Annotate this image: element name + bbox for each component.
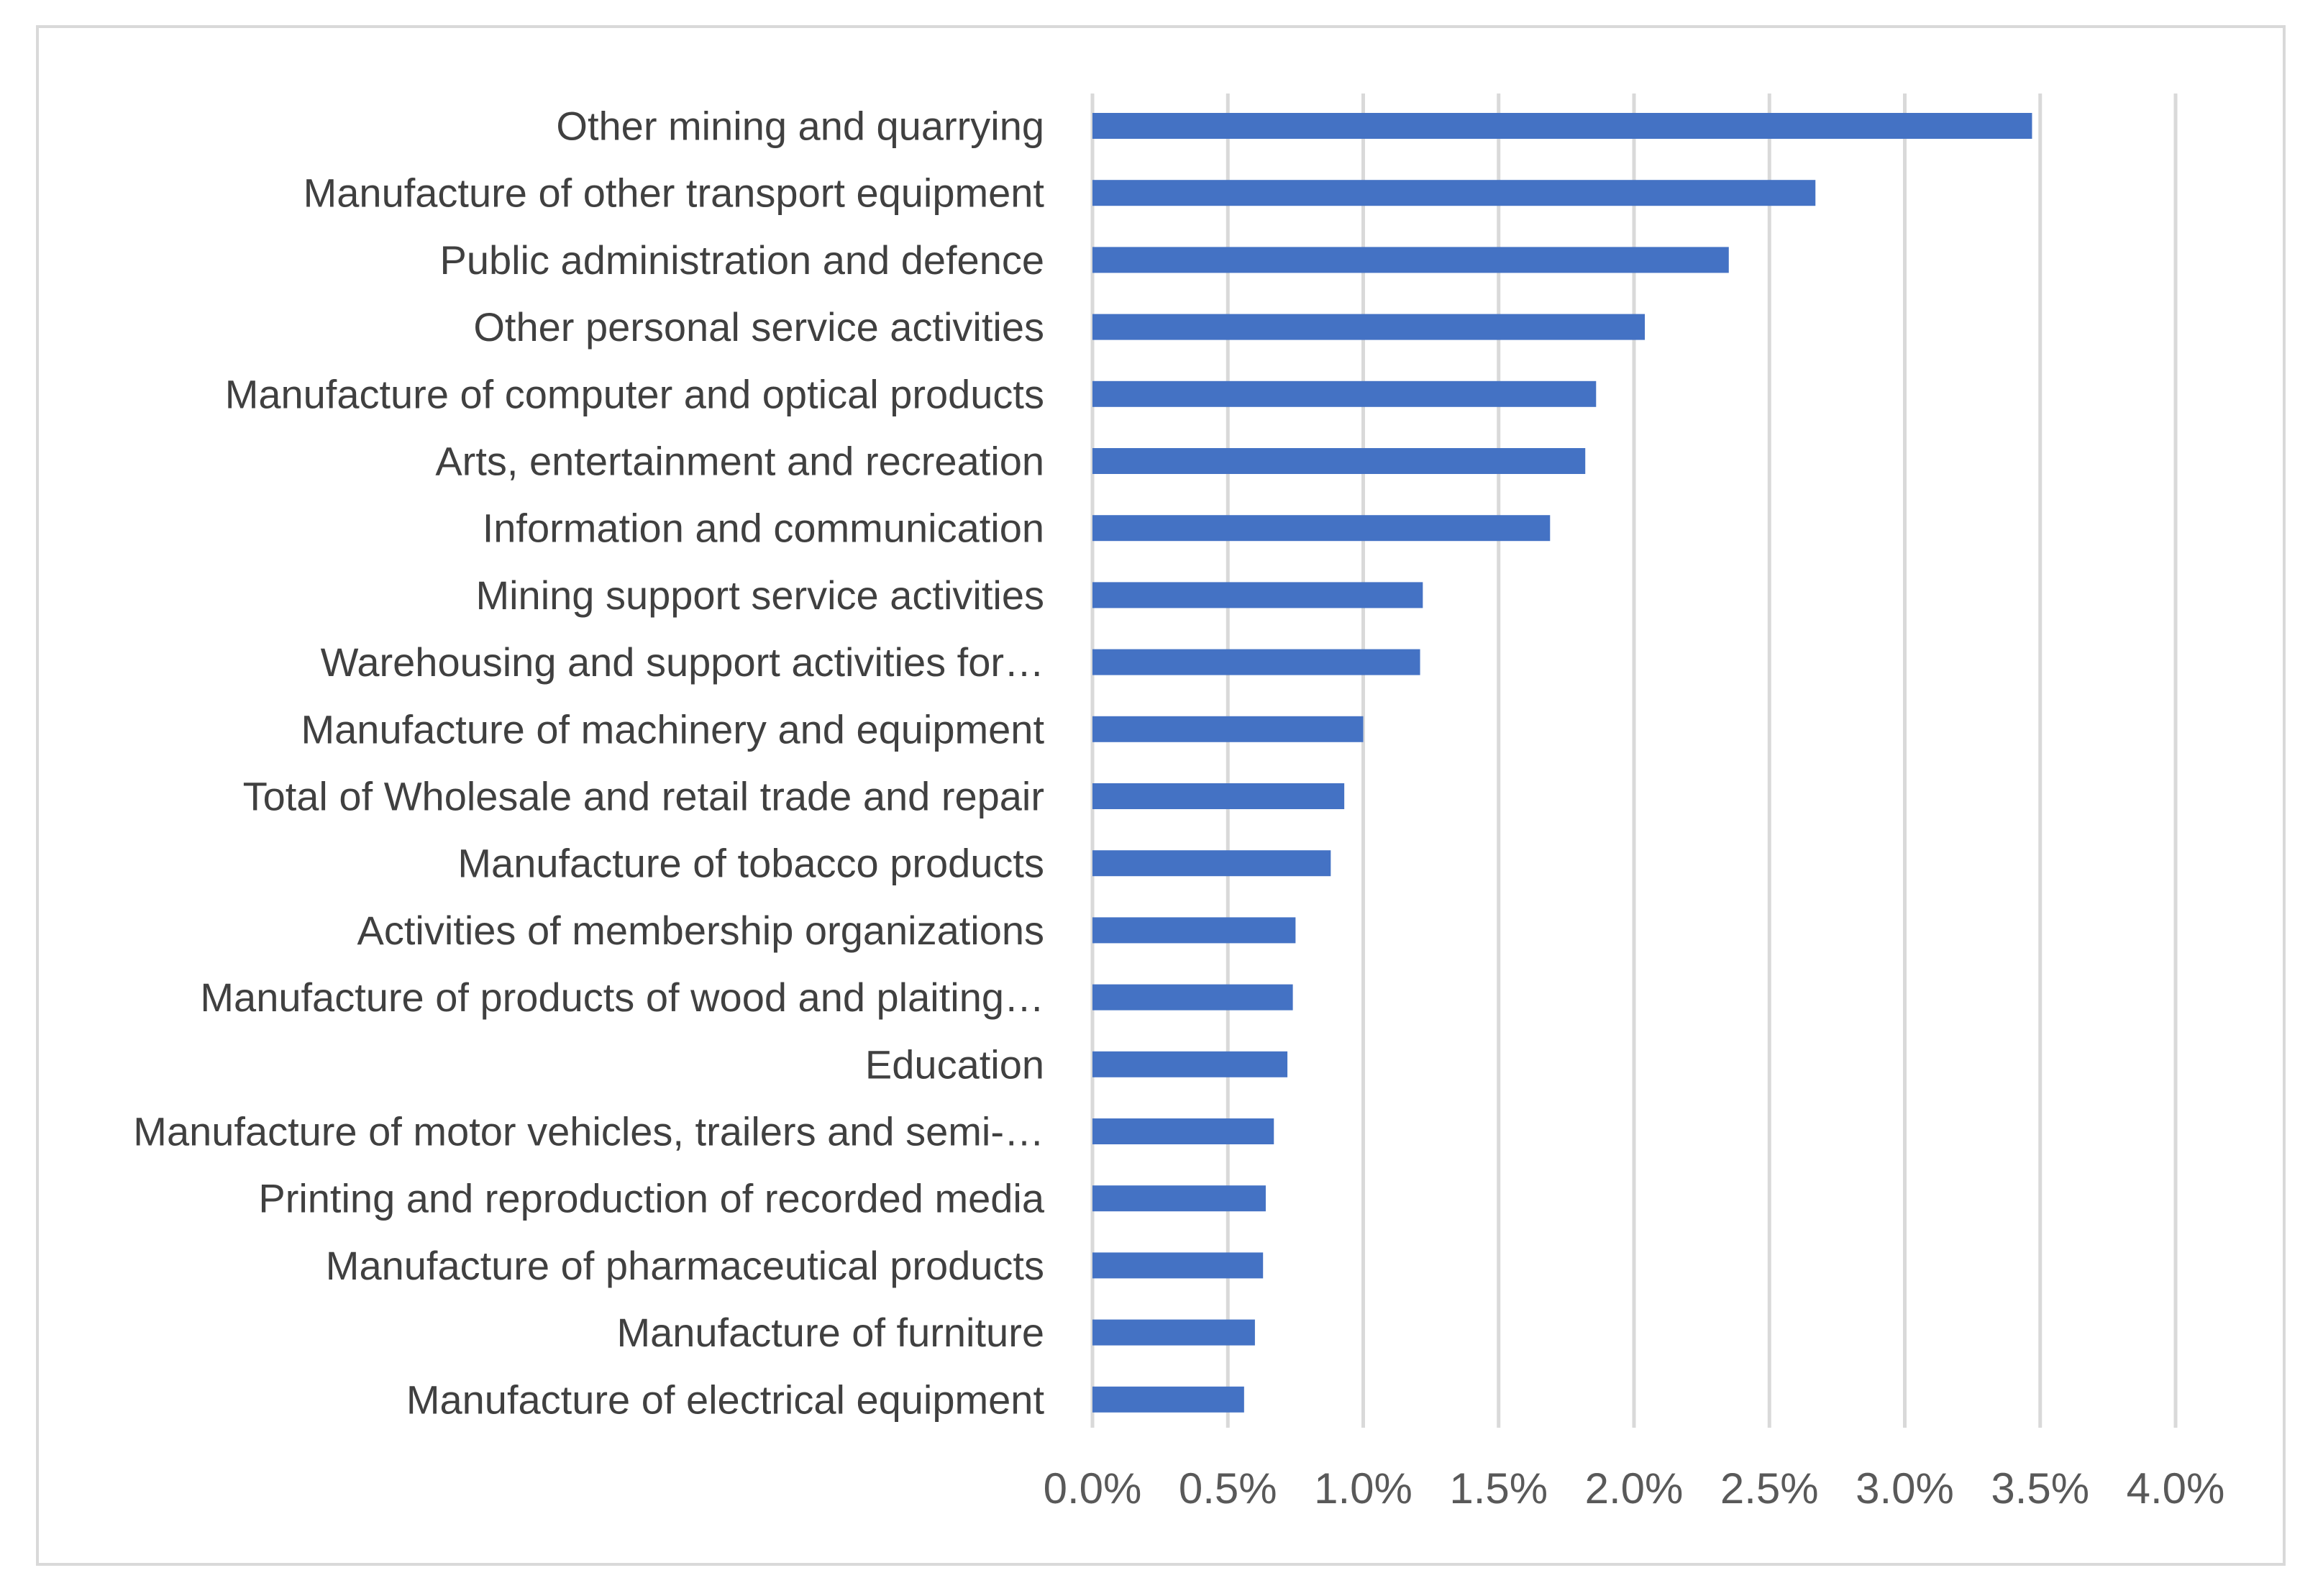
bar	[1092, 380, 1597, 407]
bar	[1092, 247, 1729, 273]
x-axis-tick-labels: 0.0% 0.5% 1.0% 1.5% 2.0% 2.5% 3.0% 3.5% 4.0%	[1044, 1464, 2225, 1513]
bar	[1092, 1118, 1274, 1144]
category-label: Manufacture of motor vehicles, trailers …	[133, 1109, 1044, 1154]
bar	[1092, 716, 1364, 742]
bar	[1092, 1185, 1266, 1212]
category-label: Manufacture of other transport equipment	[304, 170, 1045, 216]
bar	[1092, 1319, 1255, 1346]
bar	[1092, 113, 2032, 139]
bar	[1092, 783, 1345, 809]
category-label: Manufacture of electrical equipment	[406, 1377, 1045, 1422]
x-tick-label: 1.0%	[1314, 1464, 1412, 1513]
bar	[1092, 984, 1293, 1011]
bar	[1092, 314, 1646, 340]
category-label: Manufacture of products of wood and plai…	[200, 975, 1044, 1020]
category-label: Other mining and quarrying	[556, 104, 1044, 149]
category-label: Arts, entertainment and recreation	[435, 439, 1044, 484]
bar	[1092, 448, 1586, 474]
category-label: Education	[865, 1041, 1044, 1087]
bar	[1092, 180, 1816, 206]
category-label: Warehousing and support activities for…	[321, 639, 1044, 685]
x-tick-label: 0.0%	[1044, 1464, 1142, 1513]
category-label: Mining support service activities	[475, 573, 1044, 618]
bars	[1092, 113, 2032, 1413]
category-label: Manufacture of furniture	[616, 1310, 1044, 1355]
x-tick-label: 4.0%	[2127, 1464, 2225, 1513]
bar	[1092, 1386, 1244, 1413]
x-tick-label: 2.5%	[1720, 1464, 1819, 1513]
x-tick-label: 0.5%	[1179, 1464, 1277, 1513]
bar	[1092, 1252, 1264, 1279]
category-label: Public administration and defence	[439, 237, 1044, 283]
category-label: Printing and reproduction of recorded me…	[258, 1176, 1045, 1221]
bar	[1092, 515, 1551, 542]
category-labels: Other mining and quarrying Manufacture of…	[133, 104, 1045, 1423]
category-label: Manufacture of pharmaceutical products	[326, 1243, 1044, 1288]
bar	[1092, 917, 1296, 944]
category-label: Total of Wholesale and retail trade and …	[243, 774, 1044, 819]
category-label: Manufacture of tobacco products	[457, 841, 1044, 886]
category-label: Manufacture of computer and optical prod…	[225, 371, 1044, 416]
gridlines	[1090, 94, 2178, 1428]
x-tick-label: 3.5%	[1991, 1464, 2089, 1513]
x-tick-label: 3.0%	[1856, 1464, 1954, 1513]
category-label: Activities of membership organizations	[357, 908, 1044, 953]
bar	[1092, 1051, 1288, 1077]
x-tick-label: 1.5%	[1449, 1464, 1548, 1513]
bar	[1092, 649, 1420, 675]
category-label: Other personal service activities	[473, 304, 1044, 350]
category-label: Information and communication	[483, 506, 1044, 551]
bar	[1092, 582, 1423, 608]
x-tick-label: 2.0%	[1585, 1464, 1684, 1513]
bar	[1092, 850, 1331, 877]
category-label: Manufacture of machinery and equipment	[301, 706, 1045, 752]
